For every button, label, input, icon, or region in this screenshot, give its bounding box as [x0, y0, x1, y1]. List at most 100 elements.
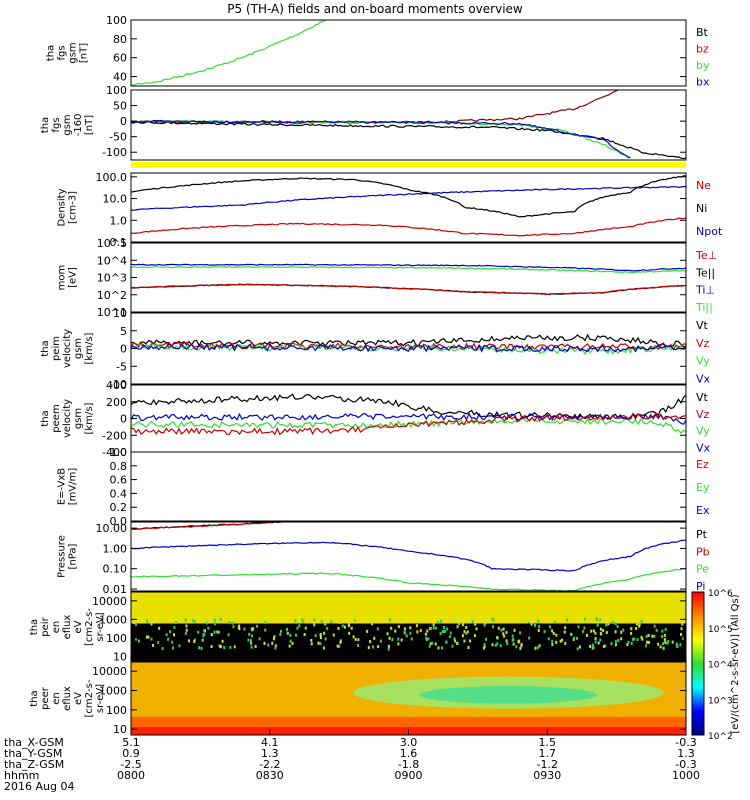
spectrogram-cell [506, 642, 509, 646]
spectrogram-cell [638, 622, 641, 626]
panel-5-plot-area [131, 393, 686, 436]
legend-Vx: Vx [696, 372, 711, 385]
spectrogram-cell [238, 624, 241, 628]
y-axis-label: tha [29, 690, 40, 706]
spectrogram-cell [456, 642, 459, 646]
spectrogram-cell [552, 631, 555, 635]
spectrogram-cell [442, 620, 445, 624]
spectrogram-cell [515, 645, 518, 649]
spectrogram-cell [646, 640, 649, 644]
ephemeris-value: -1.8 [398, 758, 419, 771]
spectrogram-cell [231, 621, 234, 625]
spectrogram-cell [570, 632, 573, 636]
spectrogram-cell [599, 627, 602, 631]
spectrogram-cell [200, 646, 203, 650]
spectrogram-cell [607, 622, 610, 626]
y-axis-label: mom [57, 265, 68, 291]
y-axis-label: eflux [62, 615, 73, 640]
spectrogram-cell [369, 640, 372, 644]
spectrogram-cell [449, 631, 452, 635]
spectrogram-cell [583, 626, 586, 630]
ephemeris-label: hhmm [4, 769, 39, 782]
spectrogram-cell [463, 639, 466, 643]
spectrogram-cell [150, 637, 153, 641]
legend-Pi: Pi [696, 580, 705, 593]
series-Ne [131, 217, 686, 237]
spectrogram-cell [256, 624, 259, 628]
spectrogram-cell [566, 618, 569, 622]
spectrogram-cell [549, 625, 552, 629]
spectrogram-cell [534, 646, 537, 650]
y-tick-label: 40 [113, 71, 127, 84]
spectrogram-cell [467, 646, 470, 650]
series-Bt [131, 120, 686, 160]
legend-Npot: Npot [696, 225, 723, 238]
spectrogram-cell [578, 645, 581, 649]
spectrogram-cell [630, 631, 633, 635]
y-axis-label: velocity [62, 399, 73, 438]
spectrogram-cell [622, 628, 625, 632]
spectrogram-cell [589, 644, 592, 648]
spectrogram-cell [228, 621, 231, 625]
y-axis-label: gsm [73, 338, 84, 359]
y-tick-label: 100 [106, 14, 127, 27]
spectrogram-cell [663, 638, 666, 642]
y-axis-label: peir [40, 616, 51, 636]
spectrogram-cell [666, 641, 669, 645]
spectrogram-cell [409, 626, 412, 630]
spectrogram-cell [400, 638, 403, 642]
spectrogram-cell [235, 617, 238, 621]
spectrogram-cell [173, 626, 176, 630]
y-axis-label: tha [40, 410, 51, 426]
y-tick-label: -200 [102, 429, 127, 442]
spectrogram-cell [500, 628, 503, 632]
spectrogram-cell [591, 643, 594, 647]
y-tick-label: 400 [106, 379, 127, 392]
y-tick-label: 0 [120, 413, 127, 426]
y-axis-label: tha [29, 619, 40, 635]
spectrogram-cell [303, 633, 306, 637]
spectrogram-cell [410, 637, 413, 641]
legend-Vt: Vt [696, 391, 709, 404]
y-axis-label: Pressure [57, 535, 68, 578]
spectrogram-cell [291, 641, 294, 645]
legend-Vy: Vy [696, 425, 710, 438]
spectrogram-cell [310, 638, 313, 642]
y-tick-label: 0 [120, 115, 127, 128]
spectrogram-cell [537, 628, 540, 632]
y-tick-label: 0.2 [110, 501, 128, 514]
ephemeris-value: -1.2 [537, 758, 558, 771]
spectrogram-cell [330, 620, 333, 624]
spectrogram-cell [184, 631, 187, 635]
y-axis-label: gsm [68, 42, 79, 63]
panel-2-plot-area [131, 175, 686, 237]
spectrogram-cell [397, 637, 400, 641]
series-Ni [131, 175, 686, 218]
spectrogram-cell [662, 642, 665, 646]
spectrogram-cell [215, 630, 218, 634]
y-tick-label: 10.00 [96, 522, 128, 535]
quality-flag-bar [131, 162, 686, 168]
spectrogram-cell [219, 645, 222, 649]
y-axis-label: [nT] [84, 115, 95, 135]
legend-bz: bz [696, 43, 709, 56]
spectrogram-cell [640, 619, 643, 623]
spectrogram-cell [324, 622, 327, 626]
spectrogram-cell [531, 619, 534, 623]
spectrogram-cell [494, 643, 497, 647]
y-tick-label: 10000 [92, 665, 127, 678]
spectrogram-cell [403, 627, 406, 631]
spectrogram-cell [338, 644, 341, 648]
spectrogram-cell [429, 627, 432, 631]
spectrogram-cell [371, 622, 374, 626]
spectrogram-cell [233, 645, 236, 649]
ephemeris-value: 0900 [395, 769, 423, 782]
legend-Ex: Ex [696, 504, 710, 517]
legend-Ni: Ni [696, 202, 707, 215]
spectrogram-cell [538, 625, 541, 629]
spectrogram-cell [605, 623, 608, 627]
y-tick-label: 60 [113, 52, 127, 65]
panel-7-frame [130, 521, 687, 592]
spectrogram-cell [502, 627, 505, 631]
y-axis-label: Density [57, 188, 68, 226]
